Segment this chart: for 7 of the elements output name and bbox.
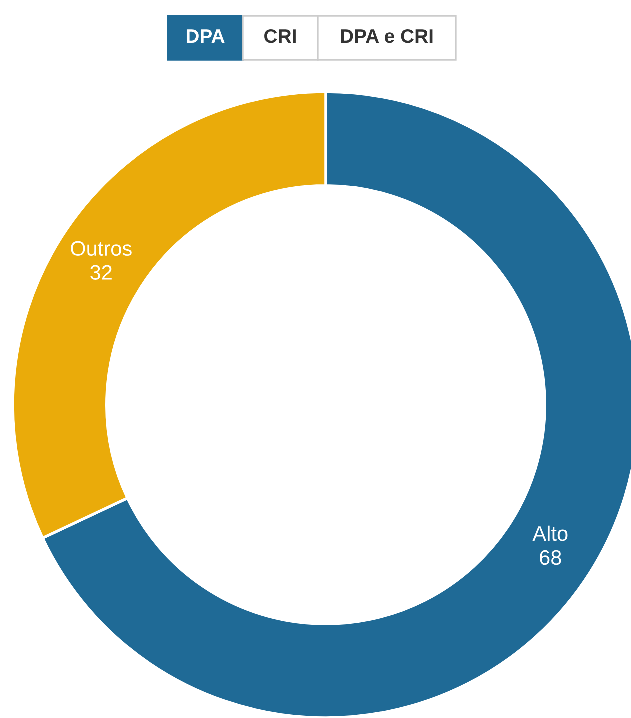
text: DPA bbox=[186, 30, 225, 44]
data-label: 68 bbox=[540, 550, 562, 566]
text: CRI bbox=[264, 29, 296, 44]
text: DPA e CRI bbox=[341, 29, 433, 44]
slice-label: Outros bbox=[71, 241, 132, 256]
data-label: 32 bbox=[90, 265, 112, 280]
slice-label: Alto bbox=[532, 526, 568, 542]
